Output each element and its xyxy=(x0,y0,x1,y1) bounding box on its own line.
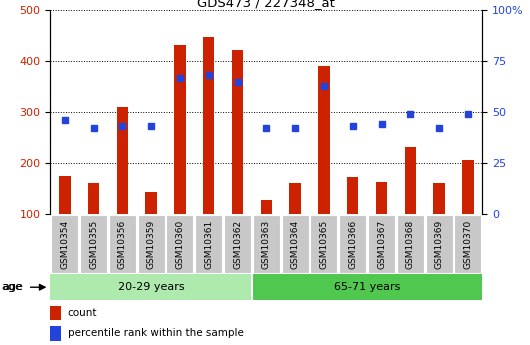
Text: GSM10366: GSM10366 xyxy=(348,219,357,269)
Text: GSM10360: GSM10360 xyxy=(175,219,184,269)
Text: GSM10361: GSM10361 xyxy=(204,219,213,269)
Bar xyxy=(174,45,186,214)
Bar xyxy=(50,326,61,341)
Bar xyxy=(426,215,453,273)
Bar xyxy=(117,107,128,214)
Text: GSM10364: GSM10364 xyxy=(290,219,299,269)
Bar xyxy=(224,215,251,273)
Text: age: age xyxy=(1,282,22,292)
Text: GSM10367: GSM10367 xyxy=(377,219,386,269)
Bar xyxy=(281,215,308,273)
Bar xyxy=(376,182,387,214)
Bar xyxy=(253,215,280,273)
Bar xyxy=(50,306,61,320)
Text: GDS473 / 227348_at: GDS473 / 227348_at xyxy=(197,0,335,9)
Bar xyxy=(50,274,252,300)
Bar xyxy=(138,215,165,273)
Bar xyxy=(434,184,445,214)
Bar xyxy=(145,192,157,214)
Bar xyxy=(289,184,301,214)
Bar xyxy=(261,200,272,214)
Text: GSM10370: GSM10370 xyxy=(463,219,472,269)
Bar xyxy=(404,147,416,214)
Text: GSM10368: GSM10368 xyxy=(406,219,415,269)
Bar xyxy=(454,215,481,273)
Bar xyxy=(166,215,193,273)
Bar xyxy=(59,176,70,214)
Text: percentile rank within the sample: percentile rank within the sample xyxy=(68,328,243,338)
Bar xyxy=(203,37,215,214)
Text: GSM10359: GSM10359 xyxy=(147,219,156,269)
Bar xyxy=(462,160,474,214)
Bar xyxy=(339,215,366,273)
Text: age: age xyxy=(3,282,23,292)
Text: 20-29 years: 20-29 years xyxy=(118,282,184,292)
Bar xyxy=(318,66,330,214)
Bar xyxy=(311,215,338,273)
Bar xyxy=(80,215,107,273)
Text: GSM10354: GSM10354 xyxy=(60,219,69,269)
Bar xyxy=(195,215,222,273)
Bar xyxy=(51,215,78,273)
Bar xyxy=(109,215,136,273)
Text: GSM10369: GSM10369 xyxy=(435,219,444,269)
Text: 65-71 years: 65-71 years xyxy=(334,282,400,292)
Bar xyxy=(397,215,424,273)
Text: GSM10362: GSM10362 xyxy=(233,219,242,269)
Text: GSM10356: GSM10356 xyxy=(118,219,127,269)
Text: count: count xyxy=(68,308,97,318)
Text: GSM10355: GSM10355 xyxy=(89,219,98,269)
Bar xyxy=(232,50,243,214)
Bar xyxy=(252,274,482,300)
Bar xyxy=(347,177,358,214)
Bar xyxy=(368,215,395,273)
Bar xyxy=(88,184,99,214)
Text: GSM10363: GSM10363 xyxy=(262,219,271,269)
Text: GSM10365: GSM10365 xyxy=(320,219,329,269)
